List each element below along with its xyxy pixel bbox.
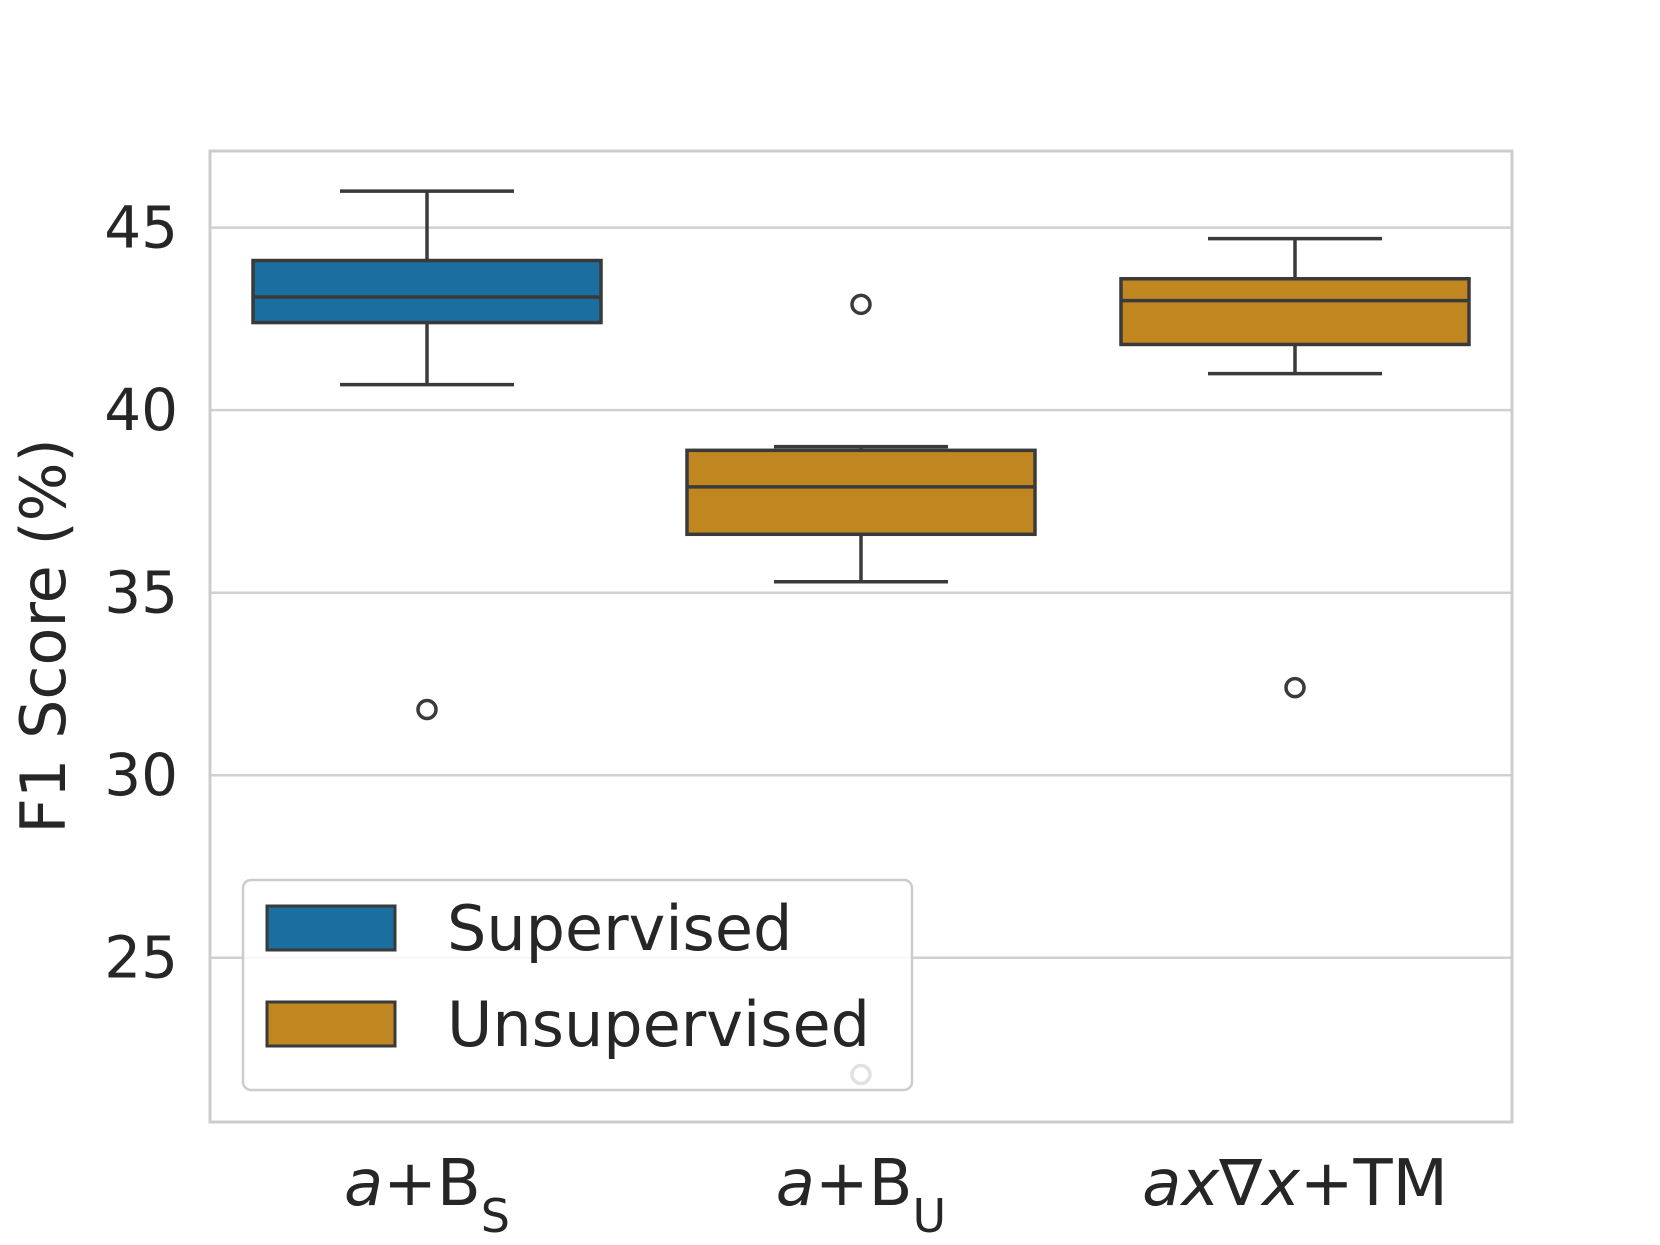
x-tick-labels: a+BS a+BU ax∇x+TM <box>344 1147 1448 1243</box>
legend-label-supervised: Supervised <box>447 892 792 965</box>
legend-swatch-unsupervised <box>265 1000 397 1048</box>
y-axis-label: F1 Score (%) <box>7 438 80 833</box>
box-series <box>251 189 1471 1086</box>
y-tick-label: 30 <box>104 741 178 809</box>
box-ax∇x+TM <box>1119 236 1471 699</box>
y-tick-label: 25 <box>104 924 178 992</box>
box-a+BS <box>251 189 603 721</box>
y-tick-label: 40 <box>104 376 178 444</box>
iqr-box <box>685 448 1037 537</box>
outlier-point <box>416 698 438 721</box>
y-tick-label: 35 <box>104 559 178 627</box>
box-a+BU <box>685 293 1037 1086</box>
iqr-box <box>1119 277 1471 347</box>
x-tick-label: a+BS <box>344 1147 510 1243</box>
x-tick-label: ax∇x+TM <box>1142 1147 1448 1221</box>
outlier-point <box>1284 676 1306 699</box>
legend-swatch-supervised <box>265 904 397 952</box>
legend-frame <box>241 878 914 1092</box>
y-tick-label: 45 <box>104 194 178 262</box>
iqr-box <box>251 258 603 325</box>
plot-frame <box>208 149 1514 1124</box>
outlier-point <box>850 293 872 316</box>
legend-label-unsupervised: Unsupervised <box>447 988 870 1061</box>
legend: Supervised Unsupervised <box>241 878 914 1092</box>
y-tick-labels: 25 30 35 40 45 <box>104 194 178 992</box>
x-tick-label: a+BU <box>776 1147 946 1243</box>
